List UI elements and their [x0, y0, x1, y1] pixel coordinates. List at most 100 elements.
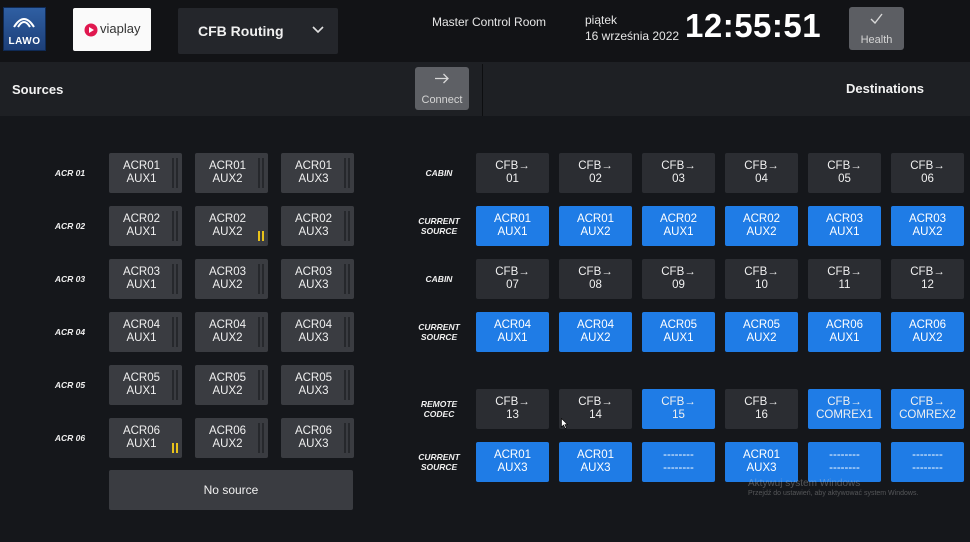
source-row-label: ACR 06	[54, 433, 86, 443]
meter-bar	[176, 264, 178, 294]
current-source-tile[interactable]: ACR01 AUX3	[476, 442, 549, 482]
current-source-aux: AUX1	[497, 226, 528, 238]
connect-label: Connect	[421, 94, 463, 106]
destination-tile[interactable]: CFB→ 01	[476, 153, 549, 193]
current-source-name: ACR01	[742, 449, 781, 461]
destination-tile[interactable]: CFB→ 15	[642, 389, 715, 429]
meter-bar	[176, 443, 178, 453]
source-tile[interactable]: ACR06 AUX3	[281, 418, 354, 458]
source-tile-aux: AUX1	[126, 385, 157, 397]
source-tile[interactable]: ACR04 AUX1	[109, 312, 182, 352]
destination-tile[interactable]: CFB→ 06	[891, 153, 964, 193]
destination-tile[interactable]: CFB→ 11	[808, 259, 881, 299]
destination-tile[interactable]: CFB→ 03	[642, 153, 715, 193]
watermark-line-1: Aktywuj system Windows	[748, 478, 861, 489]
current-source-tile[interactable]: ACR04 AUX2	[559, 312, 632, 352]
lawo-logo-text: LAWO	[8, 36, 41, 47]
source-tile-aux: AUX3	[298, 385, 329, 397]
source-tile[interactable]: ACR03 AUX1	[109, 259, 182, 299]
source-row-label: ACR 01	[54, 168, 86, 178]
meter-bar	[262, 370, 264, 400]
source-tile[interactable]: ACR06 AUX1	[109, 418, 182, 458]
routing-select[interactable]: CFB Routing	[178, 8, 338, 54]
current-source-tile[interactable]: ACR03 AUX2	[891, 206, 964, 246]
destination-tile[interactable]: CFB→ COMREX1	[808, 389, 881, 429]
current-source-name: ACR03	[825, 213, 864, 225]
source-tile[interactable]: ACR05 AUX3	[281, 365, 354, 405]
meter-bar	[258, 158, 260, 188]
destination-tile-number: 15	[672, 409, 685, 421]
meter-bar	[172, 370, 174, 400]
health-button[interactable]: Health	[849, 7, 904, 50]
current-source-label: CURRENT SOURCE	[409, 322, 469, 342]
destination-tile[interactable]: CFB→ 12	[891, 259, 964, 299]
meter-bar	[172, 317, 174, 347]
current-source-name: ACR05	[659, 319, 698, 331]
source-tile-name: ACR05	[294, 372, 333, 384]
source-tile[interactable]: ACR02 AUX3	[281, 206, 354, 246]
source-tile[interactable]: ACR03 AUX2	[195, 259, 268, 299]
destination-tile-prefix: CFB→	[827, 160, 862, 172]
current-source-aux: --------	[829, 462, 860, 474]
current-source-tile[interactable]: -------- --------	[891, 442, 964, 482]
current-source-tile[interactable]: ACR05 AUX2	[725, 312, 798, 352]
source-tile[interactable]: ACR01 AUX2	[195, 153, 268, 193]
source-tile[interactable]: ACR05 AUX1	[109, 365, 182, 405]
source-tile[interactable]: ACR01 AUX1	[109, 153, 182, 193]
source-tile[interactable]: ACR01 AUX3	[281, 153, 354, 193]
meter-bar	[344, 158, 346, 188]
current-source-tile[interactable]: -------- --------	[642, 442, 715, 482]
destination-tile-prefix: CFB→	[578, 266, 613, 278]
destination-tile[interactable]: CFB→ 08	[559, 259, 632, 299]
no-source-button[interactable]: No source	[109, 470, 353, 510]
current-source-tile[interactable]: ACR02 AUX2	[725, 206, 798, 246]
source-tile[interactable]: ACR06 AUX2	[195, 418, 268, 458]
destination-row-label-line: CABIN	[425, 168, 453, 178]
connect-button[interactable]: Connect	[415, 67, 469, 110]
current-source-aux: --------	[663, 462, 694, 474]
destination-tile[interactable]: CFB→ 04	[725, 153, 798, 193]
current-source-tile[interactable]: ACR01 AUX2	[559, 206, 632, 246]
current-source-tile[interactable]: ACR01 AUX3	[725, 442, 798, 482]
destination-tile[interactable]: CFB→ 16	[725, 389, 798, 429]
destination-tile[interactable]: CFB→ 02	[559, 153, 632, 193]
current-source-aux: AUX1	[497, 332, 528, 344]
current-source-name: ACR03	[908, 213, 947, 225]
meter-bar	[172, 158, 174, 188]
source-tile-aux: AUX3	[298, 438, 329, 450]
destination-tile[interactable]: CFB→ 07	[476, 259, 549, 299]
source-tile[interactable]: ACR04 AUX2	[195, 312, 268, 352]
source-tile-text: ACR05 AUX2	[209, 372, 246, 398]
destination-tile[interactable]: CFB→ 10	[725, 259, 798, 299]
level-meter-icon	[172, 370, 178, 400]
destination-tile[interactable]: CFB→ 14	[559, 389, 632, 429]
watermark-line-2: Przejdź do ustawień, aby aktywować syste…	[748, 490, 919, 497]
source-tile[interactable]: ACR04 AUX3	[281, 312, 354, 352]
source-tile-name: ACR03	[122, 266, 161, 278]
current-source-tile[interactable]: ACR06 AUX1	[808, 312, 881, 352]
current-source-tile[interactable]: ACR03 AUX1	[808, 206, 881, 246]
current-source-tile[interactable]: -------- --------	[808, 442, 881, 482]
source-tile[interactable]: ACR02 AUX2	[195, 206, 268, 246]
current-source-tile[interactable]: ACR01 AUX1	[476, 206, 549, 246]
destination-tile[interactable]: CFB→ COMREX2	[891, 389, 964, 429]
destination-tile[interactable]: CFB→ 13	[476, 389, 549, 429]
current-source-name: --------	[663, 449, 694, 461]
section-divider	[482, 64, 483, 116]
current-source-aux: AUX3	[746, 462, 777, 474]
level-meter-icon	[258, 423, 264, 453]
source-tile[interactable]: ACR03 AUX3	[281, 259, 354, 299]
destination-tile[interactable]: CFB→ 05	[808, 153, 881, 193]
current-source-tile[interactable]: ACR05 AUX1	[642, 312, 715, 352]
source-tile-name: ACR02	[122, 213, 161, 225]
current-source-name: --------	[829, 449, 860, 461]
current-source-tile[interactable]: ACR06 AUX2	[891, 312, 964, 352]
current-source-label-line: SOURCE	[420, 226, 458, 236]
source-tile[interactable]: ACR02 AUX1	[109, 206, 182, 246]
current-source-tile[interactable]: ACR01 AUX3	[559, 442, 632, 482]
current-source-tile[interactable]: ACR04 AUX1	[476, 312, 549, 352]
destination-tile[interactable]: CFB→ 09	[642, 259, 715, 299]
current-source-tile[interactable]: ACR02 AUX1	[642, 206, 715, 246]
source-tile-name: ACR01	[294, 160, 333, 172]
source-tile[interactable]: ACR05 AUX2	[195, 365, 268, 405]
